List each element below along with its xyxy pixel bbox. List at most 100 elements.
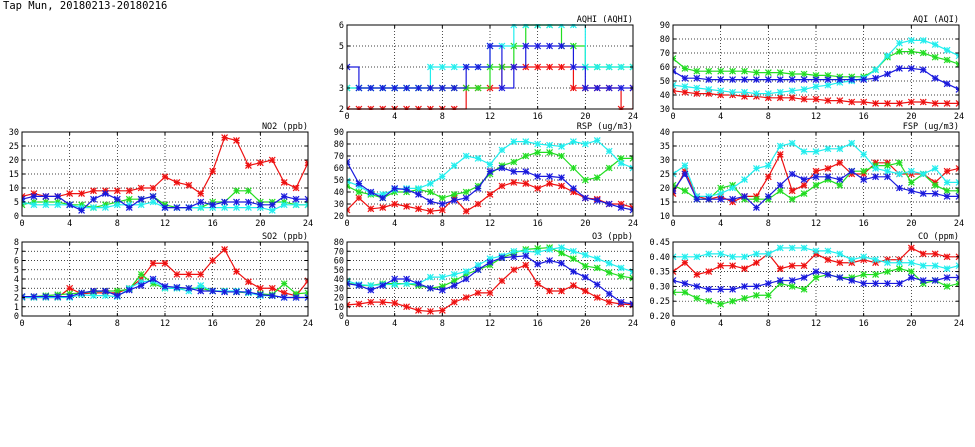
- x-tick-label: 0: [670, 319, 675, 329]
- data-point-red: [221, 134, 229, 142]
- data-point-cyan: [605, 259, 613, 267]
- data-point-cyan: [438, 63, 446, 71]
- y-tick-label: 20: [660, 184, 670, 194]
- data-point-red: [244, 278, 252, 286]
- data-point-blue: [209, 201, 217, 209]
- data-point-red: [593, 294, 601, 301]
- data-point-green: [788, 282, 796, 290]
- data-point-blue: [256, 201, 264, 209]
- y-tick-label: 5: [339, 42, 344, 52]
- data-point-blue: [836, 176, 844, 184]
- data-point-red: [546, 63, 554, 71]
- data-point-blue: [860, 76, 868, 84]
- data-point-blue: [391, 275, 399, 283]
- data-point-blue: [438, 200, 446, 208]
- y-tick-label: 30: [334, 284, 344, 294]
- y-tick-label: 70: [334, 152, 344, 162]
- data-point-cyan: [836, 145, 844, 153]
- data-point-blue: [812, 173, 820, 181]
- data-point-blue: [872, 280, 880, 287]
- data-point-green: [752, 291, 760, 299]
- data-point-green: [569, 164, 577, 172]
- y-tick-label: 20: [334, 212, 344, 222]
- data-point-red: [860, 98, 868, 106]
- data-point-blue: [90, 287, 97, 295]
- data-point-cyan: [244, 204, 252, 212]
- data-point-green: [943, 282, 951, 290]
- y-tick-label: 80: [660, 35, 670, 45]
- data-point-blue: [824, 173, 832, 181]
- data-point-red: [137, 184, 145, 192]
- data-point-blue: [415, 280, 422, 288]
- y-tick-label: 30: [660, 105, 670, 115]
- y-tick-label: 0: [339, 312, 344, 322]
- y-tick-label: 10: [660, 212, 670, 222]
- data-point-cyan: [522, 138, 530, 146]
- data-point-blue: [919, 66, 927, 74]
- data-point-blue: [78, 289, 86, 297]
- data-point-blue: [800, 76, 808, 84]
- data-point-blue: [776, 277, 784, 284]
- data-point-red: [788, 187, 796, 195]
- data-point-blue: [673, 67, 677, 75]
- x-tick-label: 8: [766, 112, 771, 122]
- x-tick-label: 4: [718, 219, 723, 229]
- data-point-green: [125, 195, 133, 203]
- x-tick-label: 20: [580, 319, 590, 329]
- plot-area: [347, 244, 633, 315]
- data-point-red: [705, 268, 713, 276]
- data-point-red: [256, 284, 264, 292]
- x-tick-label: 20: [580, 112, 590, 122]
- data-point-green: [895, 48, 903, 56]
- chart-title: CO (ppm): [918, 232, 959, 242]
- data-point-blue: [54, 293, 62, 300]
- data-point-red: [197, 270, 205, 278]
- data-point-blue: [605, 200, 613, 208]
- data-point-red: [486, 289, 494, 297]
- data-point-red: [836, 97, 844, 105]
- x-tick-label: 8: [440, 319, 445, 329]
- data-point-red: [280, 178, 288, 186]
- data-point-green: [907, 268, 915, 276]
- data-point-blue: [534, 42, 542, 50]
- data-point-blue: [522, 252, 530, 260]
- data-point-blue: [569, 184, 577, 192]
- data-point-cyan: [101, 204, 109, 212]
- data-point-blue: [919, 190, 927, 198]
- x-tick-label: 12: [811, 219, 821, 229]
- data-point-cyan: [752, 164, 760, 172]
- data-point-red: [681, 88, 689, 96]
- data-point-blue: [776, 76, 784, 84]
- data-point-red: [66, 190, 74, 198]
- data-point-blue: [534, 260, 542, 268]
- data-point-red: [403, 202, 411, 210]
- data-point-blue: [824, 76, 832, 84]
- chart-title: AQHI (AQHI): [577, 15, 633, 25]
- data-point-cyan: [764, 162, 772, 170]
- data-point-blue: [705, 195, 713, 203]
- data-point-blue: [379, 282, 387, 289]
- data-point-blue: [812, 76, 820, 84]
- data-point-cyan: [872, 256, 880, 264]
- data-point-green: [776, 187, 784, 195]
- y-tick-label: 30: [9, 128, 19, 138]
- data-point-blue: [415, 190, 422, 198]
- data-point-red: [788, 262, 796, 270]
- data-point-red: [569, 282, 577, 289]
- data-point-green: [729, 67, 737, 75]
- data-point-green: [605, 269, 613, 276]
- data-point-green: [593, 264, 601, 272]
- data-point-red: [812, 95, 820, 103]
- data-point-blue: [403, 186, 411, 194]
- data-point-cyan: [895, 170, 903, 178]
- data-point-cyan: [931, 164, 939, 172]
- data-point-cyan: [681, 83, 689, 91]
- data-point-green: [860, 167, 868, 175]
- data-point-red: [510, 266, 518, 274]
- data-point-green: [729, 297, 737, 305]
- data-point-cyan: [438, 273, 446, 281]
- data-point-cyan: [593, 255, 601, 263]
- y-tick-label: 6: [14, 257, 19, 267]
- data-point-blue: [764, 280, 772, 287]
- data-point-blue: [22, 293, 26, 300]
